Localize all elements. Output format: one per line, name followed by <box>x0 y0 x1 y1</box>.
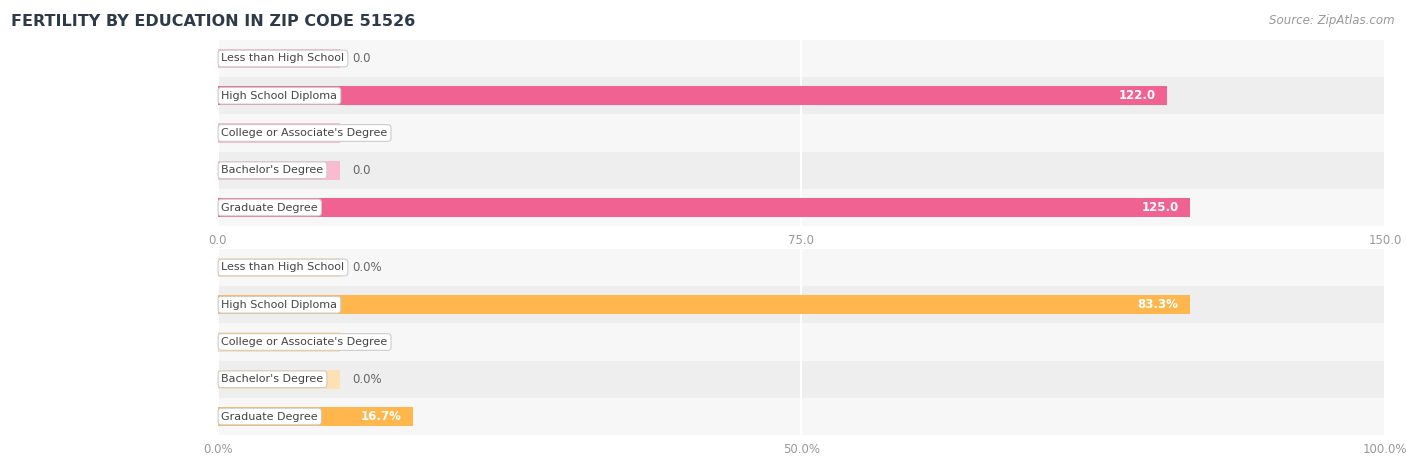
Text: 0.0: 0.0 <box>352 52 371 65</box>
Bar <box>218 40 1385 77</box>
Bar <box>218 161 340 180</box>
Text: 0.0: 0.0 <box>352 164 371 177</box>
Bar <box>218 332 340 352</box>
Bar <box>218 152 1385 189</box>
Text: 0.0%: 0.0% <box>352 335 382 349</box>
Text: Graduate Degree: Graduate Degree <box>221 202 318 212</box>
Text: Bachelor's Degree: Bachelor's Degree <box>221 165 323 175</box>
Bar <box>218 77 1385 114</box>
Bar <box>218 114 1385 152</box>
Bar <box>218 361 1385 398</box>
Text: Graduate Degree: Graduate Degree <box>221 411 318 421</box>
Text: High School Diploma: High School Diploma <box>221 91 337 101</box>
Bar <box>218 323 1385 361</box>
Bar <box>218 286 1385 323</box>
Text: 122.0: 122.0 <box>1118 89 1156 102</box>
Bar <box>218 86 1167 105</box>
Text: 125.0: 125.0 <box>1142 201 1178 214</box>
Text: 16.7%: 16.7% <box>360 410 401 423</box>
Text: Less than High School: Less than High School <box>221 54 344 64</box>
Text: 83.3%: 83.3% <box>1137 298 1178 311</box>
Bar <box>218 249 1385 286</box>
Text: 0.0: 0.0 <box>352 126 371 140</box>
Text: Bachelor's Degree: Bachelor's Degree <box>221 374 323 384</box>
Bar <box>218 49 340 68</box>
Text: FERTILITY BY EDUCATION IN ZIP CODE 51526: FERTILITY BY EDUCATION IN ZIP CODE 51526 <box>11 14 416 29</box>
Text: High School Diploma: High School Diploma <box>221 300 337 310</box>
Text: College or Associate's Degree: College or Associate's Degree <box>221 128 388 138</box>
Bar <box>218 258 340 277</box>
Bar <box>218 124 340 142</box>
Text: 0.0%: 0.0% <box>352 261 382 274</box>
Text: Less than High School: Less than High School <box>221 263 344 273</box>
Bar <box>218 370 340 389</box>
Text: College or Associate's Degree: College or Associate's Degree <box>221 337 388 347</box>
Bar <box>218 198 1191 217</box>
Bar <box>218 189 1385 226</box>
Bar <box>218 407 413 426</box>
Text: Source: ZipAtlas.com: Source: ZipAtlas.com <box>1270 14 1395 27</box>
Text: 0.0%: 0.0% <box>352 373 382 386</box>
Bar <box>218 398 1385 435</box>
Bar <box>218 295 1189 314</box>
